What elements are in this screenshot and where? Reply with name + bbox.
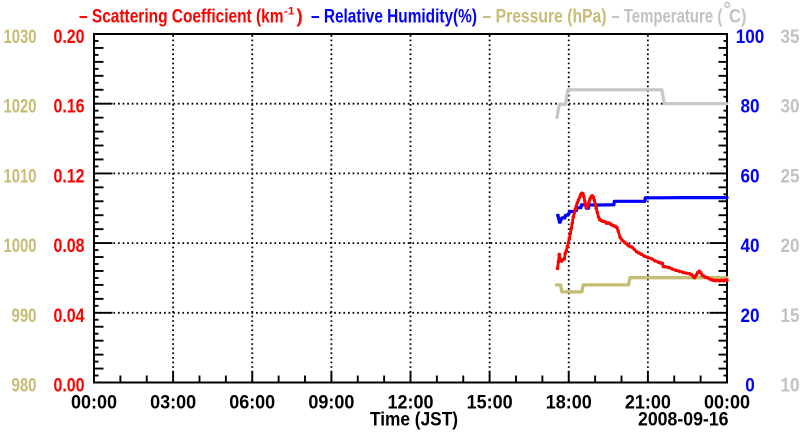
svg-text:60: 60 — [741, 165, 760, 187]
svg-text:1010: 1010 — [4, 165, 37, 187]
svg-text:12:00: 12:00 — [388, 392, 434, 414]
svg-text:80: 80 — [741, 96, 760, 118]
svg-text:– Scattering Coefficient (km: – Scattering Coefficient (km — [79, 6, 284, 28]
svg-text:21:00: 21:00 — [625, 392, 671, 414]
svg-text:10: 10 — [781, 375, 800, 397]
svg-text:20: 20 — [741, 305, 760, 327]
svg-text:0: 0 — [745, 375, 755, 397]
svg-text:18:00: 18:00 — [546, 392, 592, 414]
svg-text:1030: 1030 — [4, 26, 37, 48]
svg-text:990: 990 — [12, 305, 37, 327]
svg-text:– Pressure (hPa): – Pressure (hPa) — [483, 6, 607, 28]
svg-text:30: 30 — [781, 96, 800, 118]
svg-text:0.20: 0.20 — [54, 26, 85, 48]
svg-text:40: 40 — [741, 235, 760, 257]
svg-text:0.08: 0.08 — [54, 235, 85, 257]
svg-text:15: 15 — [781, 305, 800, 327]
svg-text:09:00: 09:00 — [308, 392, 354, 414]
svg-text:15:00: 15:00 — [467, 392, 513, 414]
svg-text:35: 35 — [781, 26, 800, 48]
svg-text:06:00: 06:00 — [229, 392, 275, 414]
svg-text:100: 100 — [736, 26, 765, 48]
svg-text:1000: 1000 — [4, 235, 37, 257]
svg-text:980: 980 — [12, 375, 37, 397]
svg-text:0.00: 0.00 — [54, 375, 85, 397]
svg-text:– Relative Humidity(%): – Relative Humidity(%) — [311, 6, 477, 28]
svg-text:2008-09-16: 2008-09-16 — [638, 409, 729, 431]
svg-text:20: 20 — [781, 235, 800, 257]
svg-text:0.04: 0.04 — [54, 305, 85, 327]
svg-text:C): C) — [729, 6, 747, 28]
svg-text:0.12: 0.12 — [54, 165, 85, 187]
svg-text:25: 25 — [781, 165, 800, 187]
svg-text:0.16: 0.16 — [54, 96, 85, 118]
svg-text:00:00: 00:00 — [704, 392, 750, 414]
svg-text:03:00: 03:00 — [150, 392, 196, 414]
svg-text:1020: 1020 — [4, 96, 37, 118]
svg-text:-1: -1 — [284, 6, 295, 18]
svg-text:00:00: 00:00 — [71, 392, 117, 414]
svg-text:– Temperature (: – Temperature ( — [611, 6, 722, 28]
svg-text:Time (JST): Time (JST) — [370, 409, 458, 431]
svg-text:): ) — [297, 6, 303, 28]
